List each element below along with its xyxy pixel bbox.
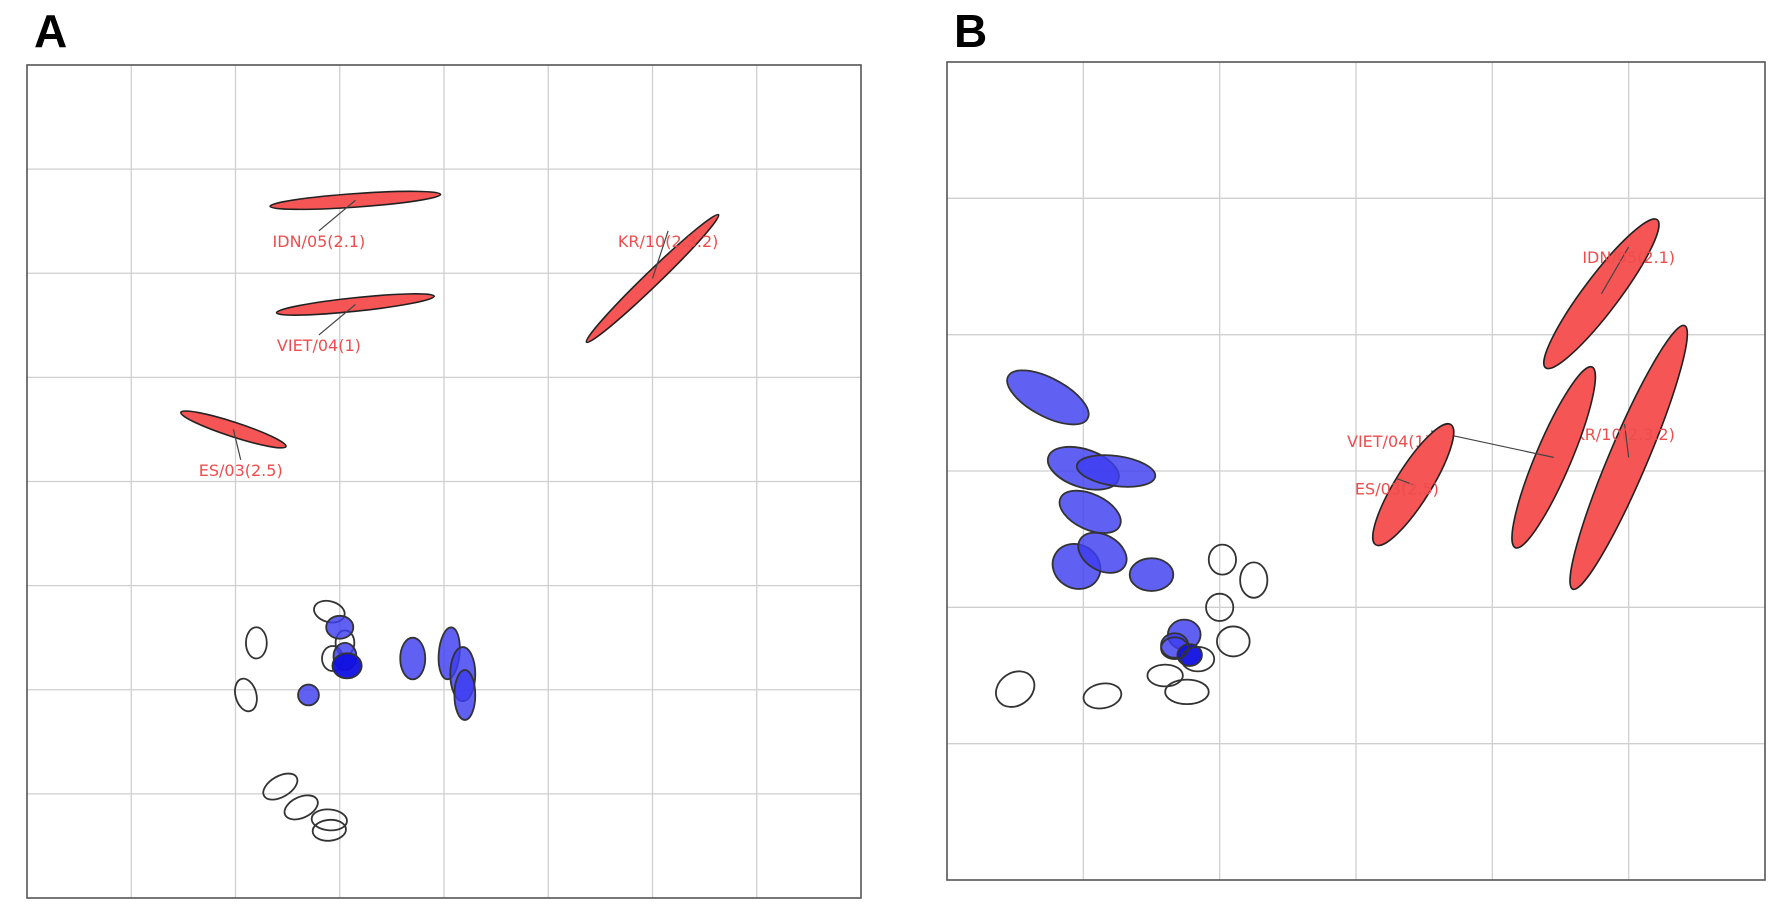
serum-ellipse-outline [1239, 561, 1269, 599]
antigen-label: ES/03(2.5) [199, 461, 283, 480]
label-leader-line [1623, 424, 1630, 458]
serum-ellipse-dark [331, 652, 363, 680]
label-leader-line [651, 230, 669, 279]
antigen-label: IDN/05(2.1) [273, 232, 366, 251]
serum-ellipse-filled [1128, 557, 1175, 592]
serum-ellipse-outline [310, 808, 348, 832]
antigen-ellipse [1511, 365, 1597, 549]
plot-frame [26, 64, 862, 899]
panel-b-letter: B [954, 5, 988, 57]
label-leader-line [318, 199, 356, 232]
serum-ellipse-outline [1207, 543, 1237, 576]
serum-ellipse-outline [995, 670, 1036, 708]
panel-a-letter: A [34, 5, 68, 57]
serum-ellipse-filled [1058, 489, 1122, 534]
serum-ellipse-filled [453, 669, 477, 721]
serum-ellipse-outline [234, 677, 258, 713]
serum-ellipse-filled [325, 614, 355, 640]
label-leader-line [1600, 246, 1630, 295]
label-leader-line [1396, 478, 1414, 486]
antigen-label: ES/03(2.5) [1355, 480, 1439, 499]
antigen-ellipse [1569, 324, 1689, 591]
label-leader-line [318, 304, 356, 336]
serum-ellipse-outline [1164, 678, 1210, 706]
serum-ellipse-filled [1075, 454, 1157, 488]
serum-ellipse-outline [1146, 663, 1184, 688]
plot-frame [946, 61, 1766, 881]
antigenic-map-b: IDN/05(2.1) KR/10(2.3.2) VIET/04(1) ES/03(2… [946, 61, 1766, 881]
antigen-label: VIET/04(1) [277, 336, 361, 355]
antigenic-map-a: IDN/05(2.1) KR/10(2.3.2) VIET/04(1) ES/03(2… [26, 64, 862, 899]
serum-ellipse-filled [399, 636, 427, 681]
label-leader-line [232, 429, 242, 461]
serum-ellipse-outline [1205, 592, 1235, 622]
antigen-label: KR/10(2.3.2) [618, 232, 719, 251]
serum-ellipse-dark [1176, 643, 1203, 667]
antigen-label: KR/10(2.3.2) [1574, 425, 1675, 444]
serum-ellipse-outline [1160, 636, 1190, 661]
serum-ellipse-filled [297, 683, 320, 707]
serum-ellipse-outline [1082, 682, 1123, 710]
antigen-label: IDN/05(2.1) [1582, 248, 1675, 267]
serum-ellipse-filled [1006, 369, 1090, 426]
serum-ellipse-outline [1180, 645, 1216, 673]
antigen-label: VIET/04(1) [1347, 432, 1431, 451]
serum-ellipse-filled [1077, 531, 1128, 574]
serum-ellipse-outline [283, 794, 319, 821]
serum-ellipse-outline [311, 818, 347, 842]
serum-ellipse-outline [245, 626, 268, 660]
serum-ellipse-outline [262, 772, 299, 801]
serum-ellipse-outline [1216, 625, 1251, 658]
